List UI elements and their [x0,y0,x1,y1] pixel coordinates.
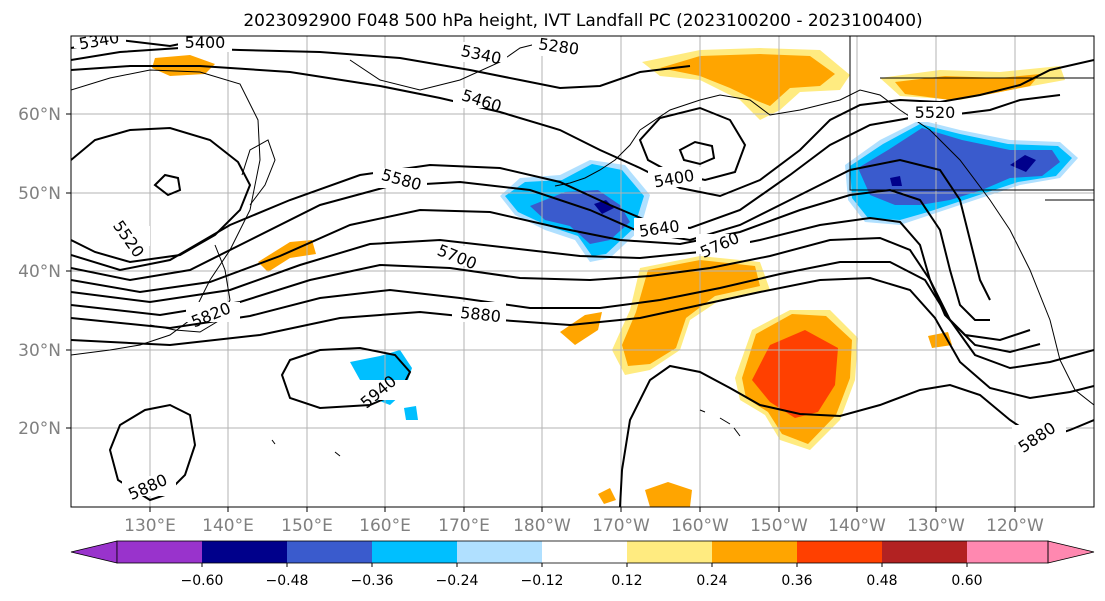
lat-tick-60: 60°N [18,105,61,125]
lon-tick-160w: 160°W [671,516,729,536]
ivt-positive-region-small-3 [645,482,692,507]
chart-title: 2023092900 F048 500 hPa height, IVT Land… [243,11,922,31]
contour-5880-south [619,364,1094,507]
contour-5820 [71,261,1094,370]
lat-tick-20: 20°N [18,419,61,439]
coastlines [71,36,1094,457]
ivt-negative-region-gulf-alaska-peak [1010,155,1036,172]
ivt-positive-region-canada-core [895,74,1040,100]
lon-tick-140w: 140°W [828,516,886,536]
lat-tick-40: 40°N [18,262,61,282]
colorbar-extend-low [70,540,118,564]
lat-tick-30: 30°N [18,341,61,361]
ivt-positive-region-alaska-core [660,54,835,106]
lon-tick-130w: 130°W [907,516,965,536]
ivt-positive-region-hawaii-ne-core [752,330,838,418]
colorbar-outline [116,540,1049,564]
colorbar-tick-10: 0.60 [951,573,982,589]
colorbar: −0.60 −0.48 −0.36 −0.24 −0.12 0.12 0.24 … [70,540,1095,589]
colorbar-swatch-4 [372,541,457,563]
lon-tick-180w: 180°W [513,516,571,536]
colorbar-swatch-11 [967,541,1048,563]
ivt-positive-region-small-1 [560,312,602,345]
colorbar-extend-high [1047,540,1095,564]
colorbar-tick-4: −0.24 [436,573,479,589]
colorbar-swatch-5 [457,541,542,563]
contour-label-5520-a: 5520 [915,103,956,122]
lon-tick-170e: 170°E [438,516,490,536]
colorbar-tick-1: −0.60 [181,573,224,589]
contour-label-5280: 5280 [537,34,580,58]
lon-tick-170w: 170°W [592,516,650,536]
contour-5940-loop [280,346,412,410]
lon-tick-150w: 150°W [750,516,808,536]
lon-tick-140e: 140°E [202,516,254,536]
colorbar-tick-7: 0.24 [696,573,727,589]
ivt-positive-region-small-4 [598,488,616,504]
contour-5880-main [71,276,1094,400]
lon-tick-160e: 160°E [359,516,411,536]
colorbar-swatch-1 [117,541,202,563]
contour-label-5400-a: 5400 [185,33,226,52]
colorbar-tick-6: 0.12 [611,573,642,589]
lon-tick-150e: 150°E [281,516,333,536]
colorbar-tick-8: 0.36 [781,573,812,589]
ivt-negative-region-gulf-alaska-core [858,128,1060,205]
colorbar-swatch-6 [542,541,627,563]
contour-small-loop [153,173,182,197]
lon-tick-130e: 130°E [124,516,176,536]
contour-5400-north [71,46,691,90]
lat-tick-50: 50°N [18,184,61,204]
lon-axis: 130°E 140°E 150°E 160°E 170°E 180°W 170°… [124,507,1044,536]
contour-5880-west-loop [108,403,197,502]
ivt-negative-region-gulf-alaska-peak2 [890,176,902,186]
colorbar-tick-5: −0.12 [521,573,564,589]
colorbar-tick-9: 0.48 [866,573,897,589]
lon-tick-120w: 120°W [986,516,1044,536]
colorbar-tick-2: −0.48 [266,573,309,589]
map-panel: 5340 5400 5340 5280 5460 5520 5580 5400 … [70,33,1095,508]
colorbar-tick-3: −0.36 [351,573,394,589]
colorbar-swatches [117,541,1048,563]
ivt-negative-region-subtropical-2 [404,406,418,420]
contour-5460 [71,59,1094,198]
lat-axis: 60°N 50°N 40°N 30°N 20°N [18,105,71,439]
colorbar-swatch-3 [287,541,372,563]
colorbar-swatch-7 [627,541,712,563]
ivt-positive-region-japan [258,240,316,272]
colorbar-swatch-2 [202,541,287,563]
contour-label-5880-a: 5880 [459,303,501,326]
colorbar-swatch-10 [882,541,967,563]
contour-5400-loop [638,106,747,182]
contour-5340-loop [678,140,716,166]
colorbar-swatch-8 [712,541,797,563]
colorbar-swatch-9 [797,541,882,563]
contour-5520-west-loop [71,126,252,264]
